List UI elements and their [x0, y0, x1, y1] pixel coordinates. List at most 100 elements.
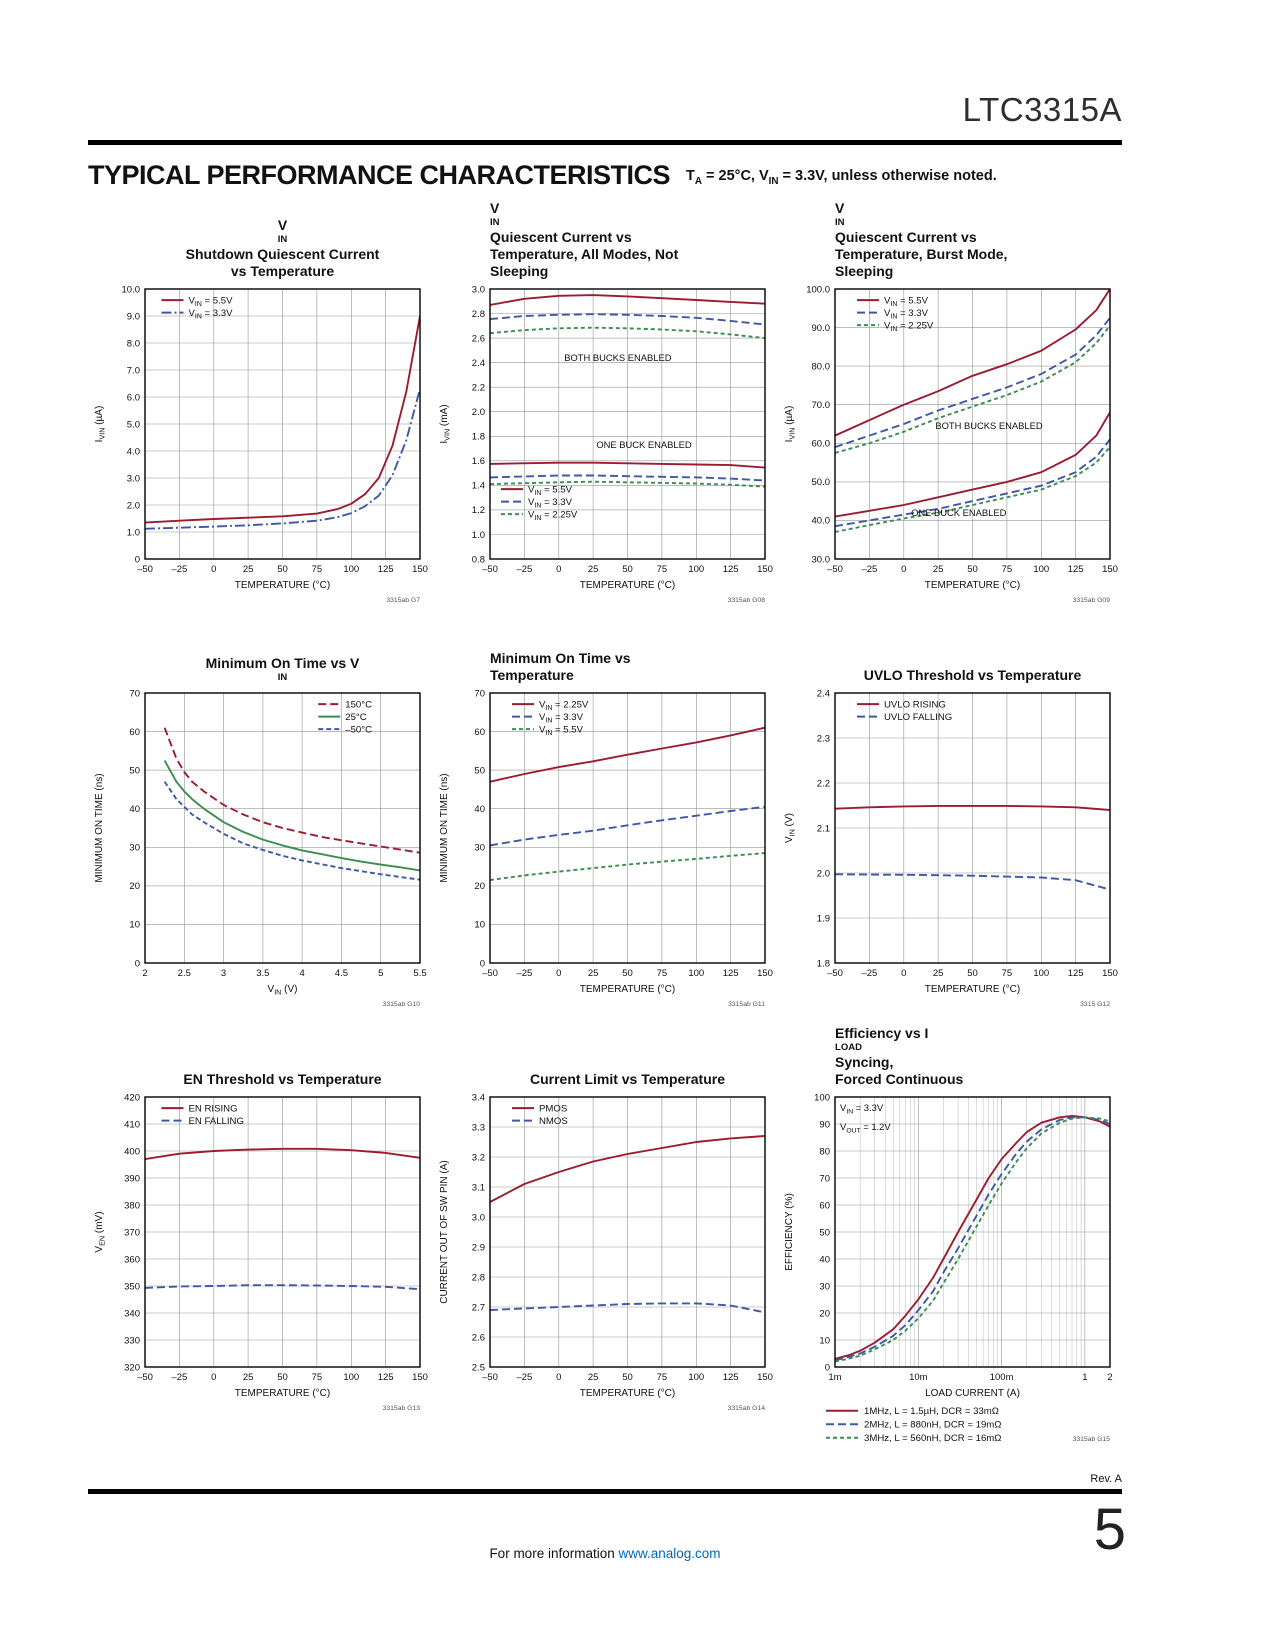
- svg-text:0: 0: [556, 968, 561, 979]
- svg-text:9.0: 9.0: [127, 311, 140, 322]
- series-g08-1: [490, 313, 765, 326]
- svg-text:2: 2: [1107, 1372, 1112, 1383]
- svg-text:60: 60: [819, 1200, 830, 1211]
- svg-text:2MHz, L = 880nH, DCR = 19mΩ: 2MHz, L = 880nH, DCR = 19mΩ: [864, 1420, 1001, 1431]
- svg-text:340: 340: [124, 1308, 140, 1319]
- svg-text:3.5: 3.5: [256, 968, 269, 979]
- svg-text:1: 1: [1082, 1372, 1087, 1383]
- svg-text:5.5: 5.5: [413, 968, 426, 979]
- part-number: LTC3315A: [962, 91, 1122, 128]
- svg-text:VIN = 3.3V: VIN = 3.3V: [189, 308, 234, 321]
- svg-text:50: 50: [622, 564, 633, 575]
- svg-text:3.0: 3.0: [472, 284, 485, 295]
- svg-text:2.4: 2.4: [472, 358, 485, 369]
- svg-text:75: 75: [1002, 968, 1013, 979]
- svg-text:50: 50: [967, 968, 978, 979]
- svg-text:30: 30: [474, 843, 485, 854]
- svg-text:EN FALLING: EN FALLING: [189, 1116, 244, 1127]
- svg-text:50: 50: [622, 1372, 633, 1383]
- svg-text:90.0: 90.0: [812, 323, 831, 334]
- svg-text:420: 420: [124, 1092, 140, 1103]
- svg-text:PMOS: PMOS: [539, 1103, 567, 1114]
- page-number: 5: [1093, 1497, 1126, 1562]
- svg-text:2.4: 2.4: [817, 688, 830, 699]
- svg-text:2: 2: [142, 968, 147, 979]
- chart-cell-g09: V IN Quiescent Current vs Temperature, Bur…: [778, 200, 1122, 609]
- svg-text:TEMPERATURE (°C): TEMPERATURE (°C): [925, 580, 1020, 591]
- series-g7-1: [145, 388, 420, 530]
- svg-text:EN RISING: EN RISING: [189, 1103, 238, 1114]
- svg-text:3315ab G08: 3315ab G08: [728, 597, 766, 604]
- svg-text:2.5: 2.5: [178, 968, 191, 979]
- svg-text:1.4: 1.4: [472, 481, 485, 492]
- svg-text:2.3: 2.3: [817, 733, 830, 744]
- svg-text:CURRENT OUT OF SW PIN (A): CURRENT OUT OF SW PIN (A): [439, 1160, 450, 1304]
- series-g13-1: [145, 1284, 420, 1291]
- svg-text:–25: –25: [171, 564, 187, 575]
- chart-cell-g15: Efficiency vs I LOAD Syncing, Forced Conti…: [778, 1025, 1122, 1463]
- svg-text:125: 125: [1068, 968, 1084, 979]
- series-g12-0: [835, 804, 1110, 811]
- svg-text:125: 125: [723, 968, 739, 979]
- series-g08-3: [490, 461, 765, 469]
- svg-text:1.0: 1.0: [127, 527, 140, 538]
- svg-text:80.0: 80.0: [812, 361, 831, 372]
- svg-text:2.6: 2.6: [472, 333, 485, 344]
- svg-text:LOAD CURRENT (A): LOAD CURRENT (A): [925, 1388, 1020, 1399]
- chart-title-g14: Current Limit vs Temperature: [529, 1070, 725, 1087]
- series-g08-0: [490, 294, 765, 306]
- series-g10-1: [163, 760, 420, 872]
- svg-text:360: 360: [124, 1254, 140, 1265]
- section-heading-row: TYPICAL PERFORMANCE CHARACTERISTICS TA =…: [88, 159, 1122, 191]
- footer-link[interactable]: www.analog.com: [618, 1546, 721, 1561]
- svg-text:EFFICIENCY (%): EFFICIENCY (%): [784, 1193, 795, 1271]
- svg-text:BOTH BUCKS ENABLED: BOTH BUCKS ENABLED: [564, 352, 672, 363]
- svg-text:2.1: 2.1: [817, 823, 830, 834]
- series-g09-0: [835, 289, 1110, 437]
- svg-text:3.4: 3.4: [472, 1092, 485, 1103]
- svg-text:10: 10: [819, 1335, 830, 1346]
- svg-text:–50: –50: [137, 1372, 153, 1383]
- svg-text:VIN = 5.5V: VIN = 5.5V: [528, 484, 573, 497]
- svg-text:–50: –50: [827, 564, 843, 575]
- series-g09-5: [835, 446, 1110, 533]
- svg-text:100: 100: [1033, 968, 1049, 979]
- series-g09-2: [835, 325, 1110, 454]
- svg-text:20: 20: [474, 881, 485, 892]
- svg-text:–50: –50: [482, 968, 498, 979]
- svg-text:100: 100: [343, 564, 359, 575]
- svg-text:0: 0: [211, 564, 216, 575]
- chart-title-g09: V IN Quiescent Current vs Temperature, Bur…: [835, 200, 1008, 279]
- svg-text:2.7: 2.7: [472, 1302, 485, 1313]
- svg-text:ONE BUCK ENABLED: ONE BUCK ENABLED: [596, 439, 692, 450]
- svg-text:40.0: 40.0: [812, 516, 831, 527]
- svg-text:VIN = 3.3V: VIN = 3.3V: [840, 1102, 884, 1116]
- series-g14-0: [490, 1135, 765, 1203]
- svg-text:–25: –25: [516, 968, 532, 979]
- chart-g10: 2 2.5 3 3.5 4 4.5 5 5.5 0 10 20 30 40 50 60 70 VIN (V) MI…: [94, 688, 427, 1008]
- svg-text:IVIN (µA): IVIN (µA): [784, 406, 797, 443]
- svg-text:100.0: 100.0: [806, 284, 830, 295]
- svg-text:1.9: 1.9: [817, 913, 830, 924]
- svg-text:3315ab G09: 3315ab G09: [1073, 597, 1111, 604]
- series-g08-4: [490, 474, 765, 482]
- svg-text:–50: –50: [827, 968, 843, 979]
- svg-text:2.6: 2.6: [472, 1332, 485, 1343]
- svg-text:70.0: 70.0: [812, 400, 831, 411]
- series-g11-1: [490, 805, 765, 847]
- svg-text:50: 50: [277, 1372, 288, 1383]
- series-g08-5: [490, 480, 765, 488]
- chart-cell-g13: EN Threshold vs Temperature –50 –25 0 25 50 75…: [88, 1035, 432, 1417]
- svg-text:0: 0: [480, 958, 485, 969]
- chart-title-g7: V IN Shutdown Quiescent Current vs Tempera…: [185, 217, 380, 279]
- chart-g12: –50 –25 0 25 50 75 100 125 150 1.8 1.9 2.0 2.1 2.2 2.3…: [784, 688, 1118, 1008]
- svg-text:150: 150: [412, 564, 428, 575]
- svg-text:3.3: 3.3: [472, 1122, 485, 1133]
- svg-text:50: 50: [622, 968, 633, 979]
- svg-text:350: 350: [124, 1281, 140, 1292]
- chart-title-g08: V IN Quiescent Current vs Temperature, All…: [490, 200, 679, 279]
- chart-cell-g12: UVLO Threshold vs Temperature –50 –25 0 25 50…: [778, 631, 1122, 1013]
- svg-text:1.6: 1.6: [472, 456, 485, 467]
- svg-text:3MHz, L = 560nH, DCR = 16mΩ: 3MHz, L = 560nH, DCR = 16mΩ: [864, 1433, 1001, 1444]
